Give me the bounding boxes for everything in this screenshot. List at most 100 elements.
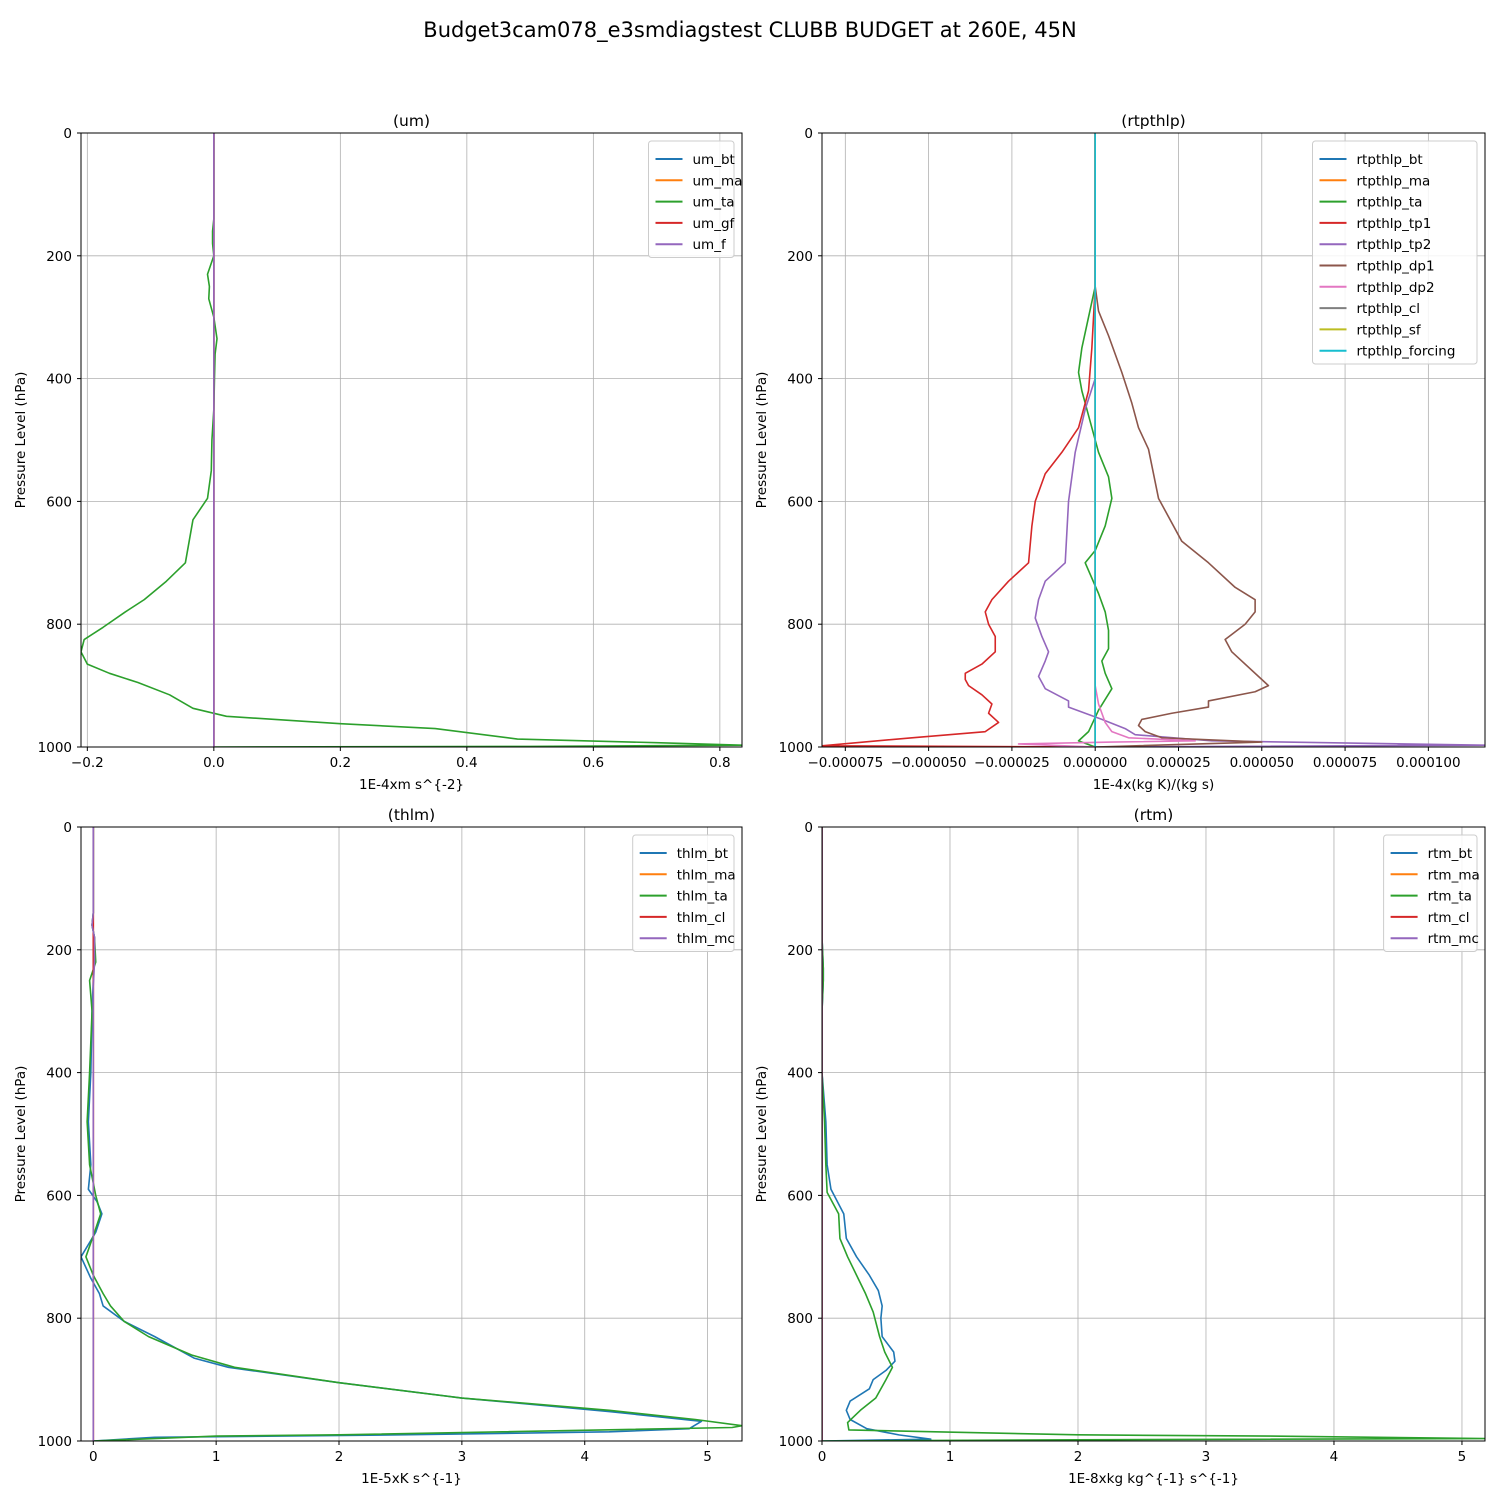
y-tick-label: 600 bbox=[787, 494, 813, 510]
x-tick-label: 0 bbox=[818, 1449, 827, 1465]
x-tick-label: −0.000050 bbox=[891, 755, 967, 771]
x-tick-label: 0.000100 bbox=[1396, 755, 1460, 771]
y-tick-label: 0 bbox=[804, 126, 813, 142]
x-tick-label: 0.000075 bbox=[1313, 755, 1377, 771]
x-tick-label: −0.2 bbox=[71, 755, 104, 771]
y-tick-label: 0 bbox=[63, 820, 72, 836]
legend-label: thlm_mc bbox=[677, 931, 735, 947]
series-line-rtm_ta bbox=[822, 827, 1485, 1441]
x-tick-label: 0 bbox=[89, 1449, 98, 1465]
panel-title: (thlm) bbox=[388, 806, 435, 824]
legend-label: rtpthlp_ta bbox=[1357, 195, 1423, 211]
x-tick-label: 1 bbox=[946, 1449, 955, 1465]
legend-label: thlm_cl bbox=[677, 910, 726, 926]
legend-label: um_bt bbox=[693, 152, 735, 168]
plot-frame bbox=[80, 132, 743, 748]
y-tick-label: 800 bbox=[46, 617, 72, 633]
legend-label: thlm_ta bbox=[677, 889, 728, 905]
x-tick-label: 5 bbox=[703, 1449, 712, 1465]
plot-frame bbox=[821, 826, 1486, 1442]
series-line-rtpthlp_tp1 bbox=[822, 133, 1096, 747]
legend-label: thlm_bt bbox=[677, 846, 728, 862]
legend-label: rtpthlp_bt bbox=[1357, 152, 1423, 168]
legend-label: um_gf bbox=[693, 216, 736, 232]
legend-label: rtpthlp_tp1 bbox=[1357, 216, 1432, 232]
plot-frame bbox=[80, 826, 743, 1442]
legend-label: rtpthlp_tp2 bbox=[1357, 237, 1432, 253]
y-tick-label: 200 bbox=[787, 943, 813, 959]
series-line-rtpthlp_dp2 bbox=[1017, 133, 1196, 747]
y-tick-label: 400 bbox=[787, 1066, 813, 1082]
x-tick-label: −0.000075 bbox=[807, 755, 883, 771]
legend: rtpthlp_bt rtpthlp_ma rtpthlp_ta rtpthlp_tp… bbox=[1312, 140, 1478, 365]
y-tick-label: 0 bbox=[63, 126, 72, 142]
legend-box bbox=[1312, 140, 1478, 365]
x-tick-label: 0.0 bbox=[203, 755, 224, 771]
legend-box bbox=[648, 140, 735, 258]
panel-title: (rtm) bbox=[1134, 806, 1174, 824]
series-line-thlm_ta bbox=[85, 827, 742, 1441]
x-tick-label: 1 bbox=[212, 1449, 221, 1465]
legend-label: rtm_mc bbox=[1428, 931, 1479, 947]
y-tick-label: 200 bbox=[787, 249, 813, 265]
series-group bbox=[822, 133, 1485, 747]
legend: rtm_bt rtm_ma rtm_ta rtm_cl rtm_mc bbox=[1383, 834, 1480, 952]
x-tick-label: 2 bbox=[335, 1449, 344, 1465]
legend-box bbox=[1383, 834, 1478, 952]
panel-2: 0 1 2 3 4 5 0 200 400 600 800 1000 (thlm) 1E-5xK s^{-… bbox=[13, 806, 743, 1487]
x-tick-label: 0.2 bbox=[330, 755, 351, 771]
y-tick-label: 400 bbox=[787, 372, 813, 388]
y-tick-label: 800 bbox=[46, 1311, 72, 1327]
series-line-thlm_mc bbox=[91, 827, 96, 1441]
legend-label: rtm_bt bbox=[1428, 846, 1473, 862]
x-tick-label: 5 bbox=[1458, 1449, 1467, 1465]
y-tick-label: 1000 bbox=[779, 1434, 813, 1450]
series-line-rtpthlp_dp1 bbox=[1094, 133, 1270, 747]
legend-label: um_f bbox=[693, 237, 727, 253]
legend: um_bt um_ma um_ta um_gf um_f bbox=[648, 140, 742, 258]
x-tick-label: 0.000000 bbox=[1063, 755, 1127, 771]
panel-1: −0.000075 −0.000050 −0.000025 0.000000 0.000… bbox=[754, 112, 1486, 793]
y-tick-label: 800 bbox=[787, 1311, 813, 1327]
legend-label: rtpthlp_dp1 bbox=[1357, 259, 1435, 275]
legend: thlm_bt thlm_ma thlm_ta thlm_cl thlm_mc bbox=[632, 834, 736, 952]
y-tick-label: 1000 bbox=[38, 1434, 72, 1450]
x-tick-label: 4 bbox=[580, 1449, 589, 1465]
legend-label: thlm_ma bbox=[677, 867, 736, 883]
x-tick-label: 2 bbox=[1074, 1449, 1083, 1465]
y-tick-label: 200 bbox=[46, 943, 72, 959]
y-tick-label: 600 bbox=[46, 1188, 72, 1204]
series-line-rtpthlp_tp2 bbox=[1034, 133, 1485, 747]
x-tick-label: 0.000050 bbox=[1230, 755, 1294, 771]
x-axis-label: 1E-5xK s^{-1} bbox=[361, 1471, 462, 1487]
y-axis-label: Pressure Level (hPa) bbox=[13, 1066, 29, 1203]
panel-title: (rtpthlp) bbox=[1121, 112, 1185, 130]
panel-title: (um) bbox=[393, 112, 430, 130]
y-tick-label: 400 bbox=[46, 1066, 72, 1082]
y-tick-label: 800 bbox=[787, 617, 813, 633]
figure-title: Budget3cam078_e3smdiagstest CLUBB BUDGET… bbox=[423, 18, 1076, 43]
y-tick-label: 600 bbox=[787, 1188, 813, 1204]
legend-label: rtpthlp_forcing bbox=[1357, 344, 1456, 360]
x-axis-label: 1E-4xm s^{-2} bbox=[359, 777, 464, 793]
y-tick-label: 1000 bbox=[38, 740, 72, 756]
y-tick-label: 1000 bbox=[779, 740, 813, 756]
legend-label: rtm_ma bbox=[1428, 867, 1480, 883]
x-axis-label: 1E-8xkg kg^{-1} s^{-1} bbox=[1068, 1471, 1239, 1487]
y-tick-label: 200 bbox=[46, 249, 72, 265]
series-line-rtpthlp_ta bbox=[1077, 133, 1113, 747]
y-axis-label: Pressure Level (hPa) bbox=[754, 1066, 770, 1203]
y-tick-label: 400 bbox=[46, 372, 72, 388]
series-group bbox=[81, 133, 742, 747]
panel-0: −0.2 0.0 0.2 0.4 0.6 0.8 0 200 400 600 800 1000 (um)… bbox=[13, 112, 743, 793]
x-tick-label: 0.6 bbox=[583, 755, 604, 771]
legend-label: rtpthlp_cl bbox=[1357, 301, 1421, 317]
legend-label: rtm_ta bbox=[1428, 889, 1472, 905]
x-tick-label: 0.000025 bbox=[1146, 755, 1210, 771]
legend-label: um_ta bbox=[693, 195, 735, 211]
y-tick-label: 600 bbox=[46, 494, 72, 510]
legend-box bbox=[632, 834, 735, 952]
series-group bbox=[81, 827, 742, 1441]
